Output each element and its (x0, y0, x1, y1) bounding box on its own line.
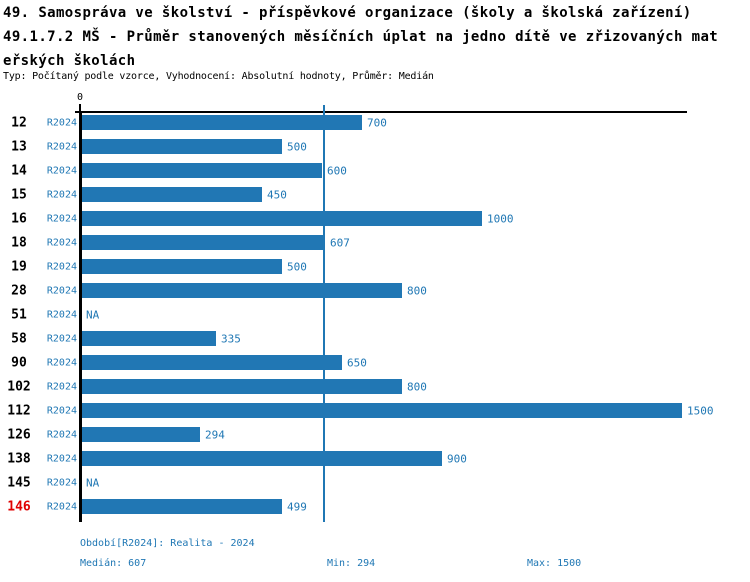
row-category-label: 16 (11, 211, 27, 227)
bar-value-label: 800 (407, 284, 427, 298)
chart-row: 19 R2024 500 (0, 255, 750, 279)
row-category-label: 18 (11, 235, 27, 251)
row-series-label: R2024 (46, 261, 77, 273)
report-title-line1: 49. Samospráva ve školství - příspěvkové… (3, 5, 692, 21)
x-axis-zero-tick (79, 104, 81, 111)
row-series-label: R2024 (46, 237, 77, 249)
y-axis-line (79, 111, 82, 522)
bar (82, 211, 482, 226)
row-series-label: R2024 (46, 213, 77, 225)
row-category-label: 13 (11, 139, 27, 155)
bar-value-label: 450 (267, 188, 287, 202)
row-series-label: R2024 (46, 429, 77, 441)
bar (82, 403, 682, 418)
chart-row: 146 R2024 499 (0, 495, 750, 519)
bar-value-label: 900 (447, 452, 467, 466)
chart-row: 28 R2024 800 (0, 279, 750, 303)
bar (82, 355, 342, 370)
row-category-label: 138 (7, 451, 31, 467)
bar (82, 259, 282, 274)
row-category-label: 28 (11, 283, 27, 299)
chart-row: 145 R2024 NA (0, 471, 750, 495)
bar (82, 331, 216, 346)
min-label: Min: 294 (327, 558, 376, 569)
row-series-label: R2024 (46, 477, 77, 489)
x-axis-zero-label: 0 (76, 92, 84, 103)
row-series-label: R2024 (46, 405, 77, 417)
median-line (323, 105, 325, 522)
chart-row: 12 R2024 700 (0, 111, 750, 135)
row-category-label: 19 (11, 259, 27, 275)
row-series-label: R2024 (46, 189, 77, 201)
bar (82, 451, 442, 466)
row-category-label: 112 (7, 403, 31, 419)
bar (82, 499, 282, 514)
bar-value-label: 500 (287, 140, 307, 154)
row-series-label: R2024 (46, 501, 77, 513)
row-series-label: R2024 (46, 453, 77, 465)
median-label: Medián: 607 (80, 558, 147, 569)
chart-row: 102 R2024 800 (0, 375, 750, 399)
row-series-label: R2024 (46, 117, 77, 129)
max-label: Max: 1500 (527, 558, 582, 569)
bar-value-label: 335 (221, 332, 241, 346)
row-series-label: R2024 (46, 165, 77, 177)
chart-row: 138 R2024 900 (0, 447, 750, 471)
bar-value-label: 1500 (687, 404, 714, 418)
row-category-label: 51 (11, 307, 27, 323)
bar-value-label: 650 (347, 356, 367, 370)
bar-value-label: 600 (327, 164, 347, 178)
chart-row: 58 R2024 335 (0, 327, 750, 351)
chart-row: 90 R2024 650 (0, 351, 750, 375)
row-series-label: R2024 (46, 333, 77, 345)
bar-value-label: 500 (287, 260, 307, 274)
bar (82, 283, 402, 298)
chart-row: 51 R2024 NA (0, 303, 750, 327)
row-category-label: 145 (7, 475, 31, 491)
chart-row: 112 R2024 1500 (0, 399, 750, 423)
bar-value-label: 700 (367, 116, 387, 130)
row-category-label: 146 (7, 499, 31, 515)
bar (82, 235, 325, 250)
bar-value-label: 1000 (487, 212, 514, 226)
row-category-label: 102 (7, 379, 31, 395)
chart-row: 14 R2024 600 (0, 159, 750, 183)
row-series-label: R2024 (46, 309, 77, 321)
row-category-label: 90 (11, 355, 27, 371)
row-series-label: R2024 (46, 357, 77, 369)
row-category-label: 12 (11, 115, 27, 131)
bar-value-label: 800 (407, 380, 427, 394)
bar (82, 427, 200, 442)
row-category-label: 14 (11, 163, 27, 179)
bar-value-label: NA (86, 476, 100, 490)
bar (82, 163, 322, 178)
x-axis-line (75, 111, 687, 113)
row-category-label: 15 (11, 187, 27, 203)
report-title-line2: 49.1.7.2 MŠ - Průměr stanovených měsíční… (3, 29, 719, 45)
bar-value-label: NA (86, 308, 100, 322)
report-title-line3: eřských školách (3, 53, 136, 69)
bar (82, 115, 362, 130)
bar-value-label: 499 (287, 500, 307, 514)
chart-row: 18 R2024 607 (0, 231, 750, 255)
bar (82, 139, 282, 154)
chart-rows: 12 R2024 700 13 R2024 500 14 R2024 600 15 R2024 450… (0, 111, 750, 519)
chart-row: 15 R2024 450 (0, 183, 750, 207)
bar-value-label: 607 (330, 236, 350, 250)
period-label: Období[R2024]: Realita - 2024 (80, 538, 255, 549)
row-category-label: 58 (11, 331, 27, 347)
bar (82, 187, 262, 202)
chart-row: 16 R2024 1000 (0, 207, 750, 231)
row-series-label: R2024 (46, 381, 77, 393)
report-subtitle: Typ: Počítaný podle vzorce, Vyhodnocení:… (3, 71, 434, 82)
bar-value-label: 294 (205, 428, 225, 442)
bar (82, 379, 402, 394)
row-series-label: R2024 (46, 285, 77, 297)
chart-row: 13 R2024 500 (0, 135, 750, 159)
row-series-label: R2024 (46, 141, 77, 153)
row-category-label: 126 (7, 427, 31, 443)
chart-row: 126 R2024 294 (0, 423, 750, 447)
